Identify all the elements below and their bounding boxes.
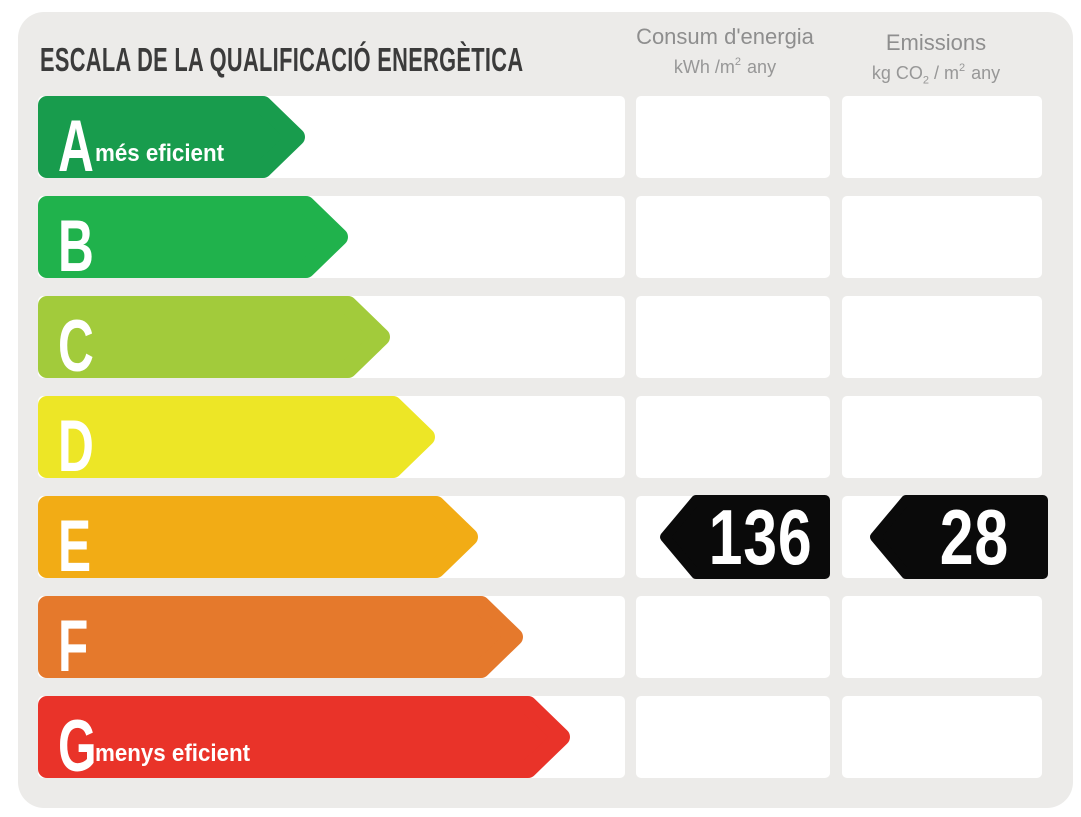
rating-bar-c: C <box>38 296 390 383</box>
consum-cell <box>636 296 830 378</box>
rating-bar-b: B <box>38 196 348 283</box>
grade-letter: E <box>58 506 92 587</box>
emissions-column-units: kg CO2 / m2 any <box>871 62 1001 87</box>
emissions-cell <box>842 596 1042 678</box>
emissions-value-badge: 28 <box>870 495 1048 579</box>
arrow-right-icon <box>38 396 435 478</box>
consum-column-header: Consum d'energia kWh /m2 any <box>628 24 822 78</box>
arrow-right-icon <box>38 296 390 378</box>
emissions-column-header: Emissions kg CO2 / m2 any <box>836 30 1036 87</box>
arrow-left-icon <box>870 495 1048 579</box>
rating-bar-e: E <box>38 496 478 583</box>
rating-bar-f: F <box>38 596 523 683</box>
consum-cell <box>636 396 830 478</box>
efficiency-note: més eficient <box>95 140 225 167</box>
emissions-cell <box>842 396 1042 478</box>
rating-row-a: A més eficient <box>18 96 1073 183</box>
rating-row-e: E 136 28 <box>18 495 1073 583</box>
consum-cell <box>636 596 830 678</box>
arrow-right-icon <box>38 596 523 678</box>
rating-row-d: D <box>18 396 1073 483</box>
grade-letter: A <box>58 106 94 187</box>
emissions-value: 28 <box>939 493 1010 581</box>
rating-row-f: F <box>18 596 1073 683</box>
rating-row-g: G menys eficient <box>18 696 1073 783</box>
arrow-left-icon <box>660 495 830 579</box>
emissions-column-title: Emissions <box>885 30 987 55</box>
consum-value-badge: 136 <box>660 495 830 579</box>
consum-cell <box>636 696 830 778</box>
rating-bar-d: D <box>38 396 435 483</box>
consum-cell <box>636 196 830 278</box>
arrow-right-icon <box>38 96 305 178</box>
emissions-cell <box>842 296 1042 378</box>
rating-row-b: B <box>18 196 1073 283</box>
consum-column-title: Consum d'energia <box>636 24 814 49</box>
emissions-cell <box>842 696 1042 778</box>
emissions-cell <box>842 196 1042 278</box>
consum-cell <box>636 96 830 178</box>
grade-letter: C <box>58 306 94 387</box>
grade-letter: B <box>58 206 94 287</box>
consum-column-units: kWh /m2 any <box>673 56 777 78</box>
rating-bar-g: G menys eficient <box>38 696 570 783</box>
arrow-right-icon <box>38 496 478 578</box>
efficiency-note: menys eficient <box>95 740 251 767</box>
grade-letter: F <box>58 606 89 687</box>
consum-value: 136 <box>708 493 813 581</box>
page-title: ESCALA DE LA QUALIFICACIÓ ENERGÈTICA <box>40 41 524 78</box>
grade-letter: G <box>58 706 97 787</box>
arrow-right-icon <box>38 196 348 278</box>
energy-scale-panel: ESCALA DE LA QUALIFICACIÓ ENERGÈTICA Con… <box>18 12 1073 808</box>
emissions-cell <box>842 96 1042 178</box>
arrow-right-icon <box>38 696 570 778</box>
grade-letter: D <box>58 406 94 487</box>
rating-bar-a: A més eficient <box>38 96 305 183</box>
rating-row-c: C <box>18 296 1073 383</box>
